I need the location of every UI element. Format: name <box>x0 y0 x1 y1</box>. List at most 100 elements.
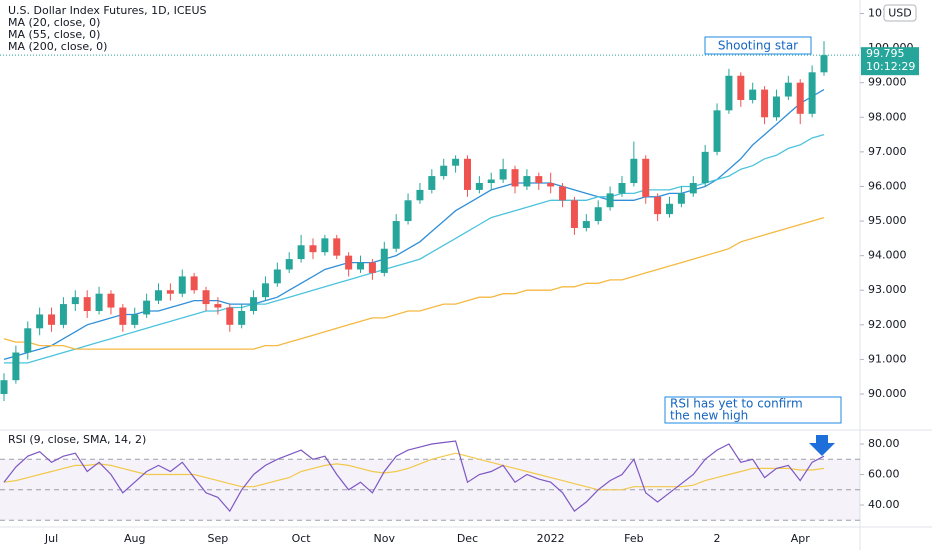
candle-body <box>761 89 769 118</box>
candle-body <box>725 75 733 111</box>
candle-body <box>582 221 590 228</box>
candle-body <box>333 238 341 256</box>
candle-body <box>559 186 567 201</box>
last-price-label: 99.795 <box>866 47 905 60</box>
y-tick-label: 92.000 <box>868 318 907 331</box>
y-tick-label: 40.00 <box>868 498 900 511</box>
y-tick-label: 80.00 <box>868 437 900 450</box>
legend-entry: MA (20, close, 0) <box>8 16 100 29</box>
chart-title: U.S. Dollar Index Futures, 1D, ICEUS <box>8 4 207 17</box>
candle-body <box>12 352 20 381</box>
x-tick-label: Aug <box>124 532 145 545</box>
annotation: RSI has yet to confirm <box>670 397 803 411</box>
y-tick-label: 90.000 <box>868 387 907 400</box>
candle-body <box>368 262 376 273</box>
y-tick-label: 98.000 <box>868 110 907 123</box>
candle-body <box>499 169 507 180</box>
candle-body <box>428 176 436 190</box>
candle-body <box>523 176 531 187</box>
candle-body <box>119 307 127 325</box>
candle-body <box>107 293 115 308</box>
line <box>4 133 825 364</box>
candle-body <box>0 380 8 395</box>
candle-body <box>273 269 281 284</box>
x-tick-label: Nov <box>374 532 396 545</box>
candle-body <box>630 158 638 184</box>
x-tick-label: Dec <box>457 532 478 545</box>
y-tick-label: 95.000 <box>868 214 907 227</box>
plot-layer: 90.000 91.000 92.000 93.000 94.000 95.000 96.0… <box>0 6 919 545</box>
candle-body <box>666 203 674 215</box>
x-tick-label: Jul <box>44 532 58 545</box>
currency-badge[interactable] <box>883 4 917 22</box>
candle-body <box>48 314 56 325</box>
y-tick-label: 91.000 <box>868 352 907 365</box>
annotation-box <box>664 396 842 424</box>
y-tick-label: 96.000 <box>868 179 907 192</box>
candle-body <box>95 293 103 311</box>
candle-body <box>463 158 471 190</box>
x-tick-label: Feb <box>624 532 643 545</box>
candle-body <box>345 255 353 270</box>
x-tick-label: Oct <box>292 532 312 545</box>
candle-body <box>570 200 578 228</box>
candle-body <box>416 189 424 201</box>
candle-body <box>713 110 721 152</box>
candle-body <box>285 259 293 270</box>
x-tick-label: Apr <box>791 532 811 545</box>
candle-body <box>796 82 804 114</box>
candle-body <box>487 179 495 184</box>
candle-body <box>784 82 792 97</box>
y-tick-label: 97.000 <box>868 145 907 158</box>
candle-body <box>297 245 305 260</box>
candle-body <box>154 290 162 301</box>
candle-body <box>677 193 685 204</box>
candle-body <box>511 169 519 187</box>
level-band <box>0 459 860 521</box>
line <box>3 89 825 361</box>
candle-body <box>440 165 448 177</box>
candle-body <box>654 196 662 215</box>
candle-body <box>452 158 460 166</box>
line <box>3 440 825 513</box>
candle-body <box>309 245 317 253</box>
candle-body <box>749 89 757 100</box>
candle-body <box>214 304 222 308</box>
countdown: 10:12:29 <box>866 60 915 73</box>
candle-body <box>143 300 151 315</box>
line <box>3 452 825 491</box>
x-tick-label: 2022 <box>537 532 565 545</box>
y-tick-label: 60.00 <box>868 468 900 481</box>
candle-body <box>535 176 543 184</box>
candle-body <box>392 221 400 249</box>
legend-entry: MA (200, close, 0) <box>8 40 107 53</box>
rsi-title: RSI (9, close, SMA, 14, 2) <box>8 433 146 446</box>
x-tick-label: 2 <box>714 532 721 545</box>
candle-body <box>547 183 555 187</box>
candle-body <box>606 193 614 208</box>
candle-body <box>404 200 412 222</box>
candle-body <box>59 304 67 325</box>
candle-body <box>250 297 258 311</box>
candle-body <box>808 72 816 114</box>
candle-body <box>820 55 828 73</box>
candle-body <box>618 183 626 194</box>
last-price-badge <box>861 47 919 76</box>
candle-body <box>178 276 186 294</box>
candle-body <box>71 297 79 305</box>
candle-body <box>772 96 780 118</box>
candle-body <box>226 307 234 325</box>
candle-body <box>131 314 139 325</box>
candle-body <box>642 158 650 197</box>
candle-body <box>321 238 329 253</box>
candle-body <box>190 276 198 291</box>
currency[interactable]: USD <box>888 7 912 20</box>
x-tick-label: Sep <box>208 532 229 545</box>
candle-body <box>83 297 91 311</box>
candle-body <box>238 310 246 325</box>
arrow <box>809 435 835 456</box>
y-tick-label: 99.000 <box>868 76 907 89</box>
candle-body <box>475 183 483 190</box>
annotation: the new high <box>670 409 748 423</box>
